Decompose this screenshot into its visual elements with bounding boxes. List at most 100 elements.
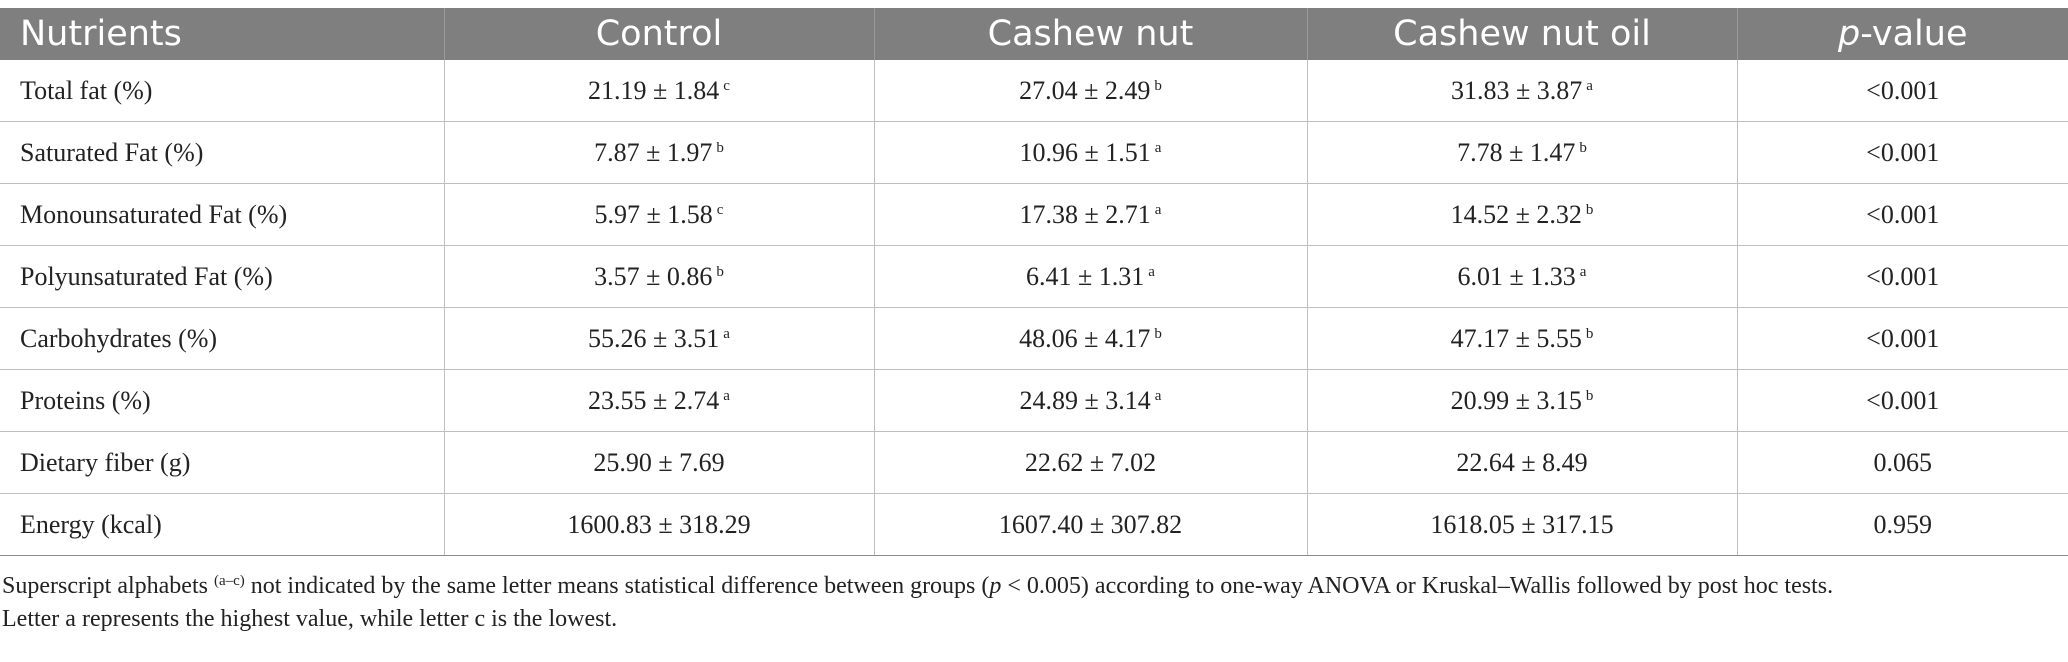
cell-value: 7.78 ± 1.47 (1457, 137, 1576, 167)
cell-cashew-nut-oil: 1618.05 ± 317.15 (1307, 493, 1738, 556)
cell-nutrient: Proteins (%) (0, 369, 445, 432)
footnote-text-1: Superscript alphabets (2, 573, 214, 599)
cell-control: 5.97 ± 1.58 c (444, 183, 875, 246)
cell-p-value: 0.959 (1737, 493, 2068, 556)
footnote-superscript: (a–c) (213, 573, 245, 589)
table-row: Monounsaturated Fat (%) 5.97 ± 1.58 c 17.… (0, 183, 2068, 246)
cell-cashew-nut: 48.06 ± 4.17 b (874, 307, 1308, 370)
cell-control: 21.19 ± 1.84 c (444, 60, 875, 122)
cell-value: 48.06 ± 4.17 (1019, 323, 1151, 353)
cell-cashew-nut-oil: 7.78 ± 1.47 b (1307, 121, 1738, 184)
cell-p-value: 0.065 (1737, 431, 2068, 494)
cell-superscript: a (1586, 77, 1593, 94)
cell-superscript: a (723, 325, 730, 342)
cell-p-value: <0.001 (1737, 121, 2068, 184)
nutrient-table-container: Nutrients Control Cashew nut Cashew nut … (0, 8, 2068, 636)
cell-superscript: a (1148, 263, 1155, 280)
cell-value: 7.87 ± 1.97 (594, 137, 713, 167)
header-p-rest: -value (1860, 14, 1968, 54)
header-nutrients: Nutrients (0, 8, 445, 60)
cell-value: 1600.83 ± 318.29 (567, 509, 751, 539)
cell-cashew-nut: 6.41 ± 1.31 a (874, 245, 1308, 308)
cell-p-value: <0.001 (1737, 369, 2068, 432)
cell-nutrient: Monounsaturated Fat (%) (0, 183, 445, 246)
cell-value: 3.57 ± 0.86 (594, 261, 713, 291)
cell-superscript: c (716, 201, 724, 218)
cell-value: 22.62 ± 7.02 (1024, 447, 1157, 477)
cell-superscript: a (723, 387, 730, 404)
cell-cashew-nut-oil: 22.64 ± 8.49 (1307, 431, 1738, 494)
table-row: Energy (kcal) 1600.83 ± 318.29 1607.40 ±… (0, 493, 2068, 556)
cell-value: 1618.05 ± 317.15 (1430, 509, 1614, 539)
cell-superscript: b (716, 139, 724, 156)
cell-control: 1600.83 ± 318.29 (444, 493, 875, 556)
cell-nutrient: Dietary fiber (g) (0, 431, 445, 494)
cell-superscript: a (1154, 201, 1162, 218)
cell-superscript: a (1154, 139, 1162, 156)
footnote-text-2: not indicated by the same letter means s… (244, 573, 990, 599)
cell-superscript: b (716, 263, 724, 280)
cell-value: 24.89 ± 3.14 (1019, 385, 1151, 415)
table-row: Polyunsaturated Fat (%) 3.57 ± 0.86 b 6.4… (0, 245, 2068, 308)
cell-p-value: <0.001 (1737, 60, 2068, 122)
cell-value: 31.83 ± 3.87 (1451, 75, 1583, 105)
header-cashew-nut-oil: Cashew nut oil (1307, 8, 1738, 60)
cell-nutrient: Polyunsaturated Fat (%) (0, 245, 445, 308)
cell-p-value: <0.001 (1737, 183, 2068, 246)
cell-cashew-nut-oil: 6.01 ± 1.33 a (1307, 245, 1738, 308)
table-header-row: Nutrients Control Cashew nut Cashew nut … (0, 8, 2068, 60)
cell-nutrient: Saturated Fat (%) (0, 121, 445, 184)
cell-p-value: <0.001 (1737, 245, 2068, 308)
cell-superscript: a (1154, 387, 1162, 404)
cell-control: 7.87 ± 1.97 b (444, 121, 875, 184)
cell-value: 1607.40 ± 307.82 (998, 509, 1183, 539)
nutrient-table: Nutrients Control Cashew nut Cashew nut … (0, 8, 2068, 556)
cell-superscript: a (1579, 263, 1587, 280)
header-p-italic: p (1837, 14, 1861, 54)
cell-value: 14.52 ± 2.32 (1450, 199, 1582, 229)
cell-value: 27.04 ± 2.49 (1019, 75, 1151, 105)
table-row: Carbohydrates (%) 55.26 ± 3.51 a 48.06 ± … (0, 307, 2068, 370)
cell-nutrient: Carbohydrates (%) (0, 307, 445, 370)
cell-superscript: b (1585, 201, 1594, 218)
cell-control: 23.55 ± 2.74 a (444, 369, 875, 432)
cell-cashew-nut-oil: 47.17 ± 5.55 b (1307, 307, 1738, 370)
cell-superscript: b (1585, 325, 1594, 342)
table-row: Dietary fiber (g) 25.90 ± 7.69 22.62 ± 7… (0, 431, 2068, 494)
footnote-text-3: < 0.005) according to one-way ANOVA or K… (1001, 573, 1834, 599)
footnote-line-1: Superscript alphabets (a–c) not indicate… (2, 565, 2068, 603)
cell-superscript: c (723, 77, 730, 94)
cell-superscript: b (1154, 77, 1162, 94)
cell-superscript: b (1154, 325, 1162, 342)
footnote-p-italic: p (989, 573, 1002, 599)
cell-value: 21.19 ± 1.84 (588, 75, 720, 105)
cell-value: 47.17 ± 5.55 (1450, 323, 1582, 353)
cell-value: 5.97 ± 1.58 (594, 199, 713, 229)
cell-value: 23.55 ± 2.74 (588, 385, 720, 415)
cell-nutrient: Energy (kcal) (0, 493, 445, 556)
cell-control: 55.26 ± 3.51 a (444, 307, 875, 370)
cell-cashew-nut-oil: 20.99 ± 3.15 b (1307, 369, 1738, 432)
header-p-value: p-value (1737, 8, 2068, 60)
cell-value: 17.38 ± 2.71 (1019, 199, 1151, 229)
cell-value: 55.26 ± 3.51 (588, 323, 720, 353)
cell-cashew-nut: 10.96 ± 1.51 a (874, 121, 1308, 184)
cell-value: 25.90 ± 7.69 (593, 447, 725, 477)
table-footnote: Superscript alphabets (a–c) not indicate… (0, 565, 2068, 636)
cell-cashew-nut-oil: 31.83 ± 3.87 a (1307, 60, 1738, 122)
table-row: Saturated Fat (%) 7.87 ± 1.97 b 10.96 ± 1… (0, 121, 2068, 184)
cell-superscript: b (1585, 387, 1594, 404)
table-row: Proteins (%) 23.55 ± 2.74 a 24.89 ± 3.14 a… (0, 369, 2068, 432)
table-row: Total fat (%) 21.19 ± 1.84 c 27.04 ± 2.49… (0, 60, 2068, 122)
cell-cashew-nut: 1607.40 ± 307.82 (874, 493, 1308, 556)
cell-superscript: b (1579, 139, 1587, 156)
cell-cashew-nut-oil: 14.52 ± 2.32 b (1307, 183, 1738, 246)
footnote-line-2: Letter a represents the highest value, w… (2, 606, 618, 632)
header-control: Control (444, 8, 875, 60)
cell-value: 6.01 ± 1.33 (1457, 261, 1576, 291)
cell-value: 10.96 ± 1.51 (1019, 137, 1151, 167)
cell-cashew-nut: 22.62 ± 7.02 (874, 431, 1308, 494)
cell-nutrient: Total fat (%) (0, 60, 445, 122)
cell-control: 25.90 ± 7.69 (444, 431, 875, 494)
cell-cashew-nut: 17.38 ± 2.71 a (874, 183, 1308, 246)
